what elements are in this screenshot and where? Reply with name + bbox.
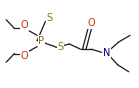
Text: N: N: [103, 48, 110, 58]
Text: O: O: [21, 20, 29, 30]
Text: O: O: [87, 18, 95, 28]
Text: S: S: [58, 43, 64, 52]
Text: S: S: [46, 13, 53, 23]
Text: O: O: [21, 51, 29, 61]
Text: P: P: [38, 36, 44, 45]
